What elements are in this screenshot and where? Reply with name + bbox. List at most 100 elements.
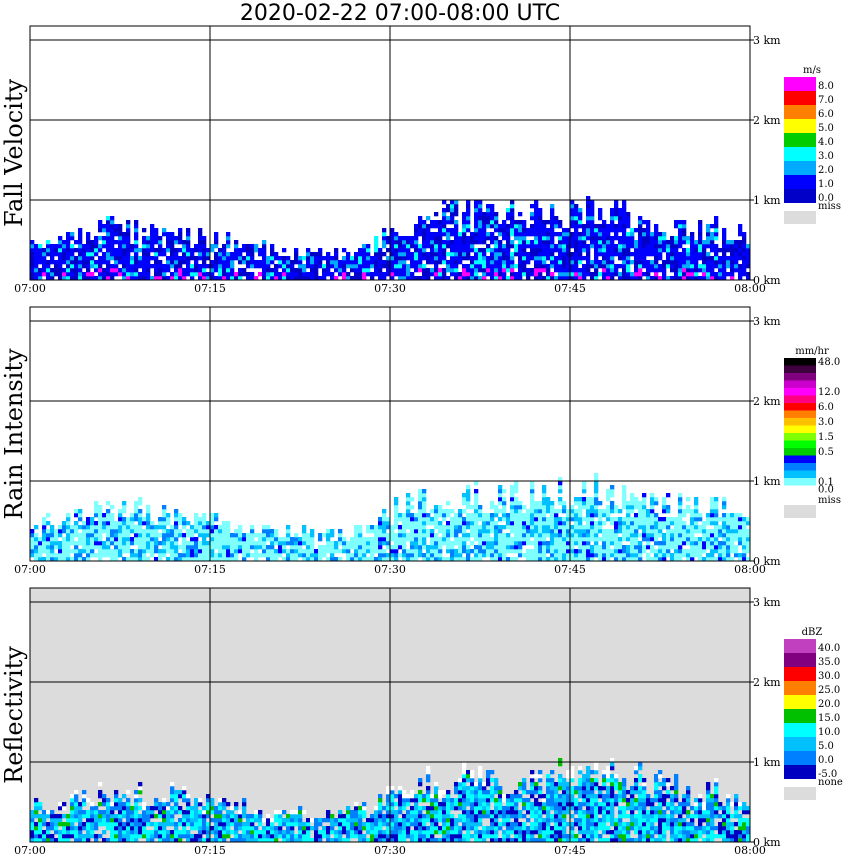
data-pixel	[726, 545, 731, 550]
data-pixel	[434, 798, 439, 803]
data-pixel	[522, 228, 527, 233]
data-pixel	[218, 557, 223, 562]
data-pixel	[282, 276, 287, 281]
data-pixel	[94, 240, 99, 245]
data-pixel	[446, 208, 451, 213]
data-pixel	[274, 256, 279, 261]
data-pixel	[578, 517, 583, 522]
data-pixel	[470, 248, 475, 253]
data-pixel	[30, 549, 35, 554]
data-pixel	[602, 513, 607, 518]
data-pixel	[570, 276, 575, 281]
data-pixel	[166, 521, 171, 526]
data-pixel	[138, 248, 143, 253]
data-pixel	[442, 806, 447, 811]
data-pixel	[634, 240, 639, 245]
data-pixel	[218, 806, 223, 811]
data-pixel	[274, 826, 279, 831]
data-pixel	[30, 834, 35, 839]
data-pixel	[526, 513, 531, 518]
data-pixel	[266, 533, 271, 538]
data-pixel	[610, 537, 615, 542]
data-pixel	[650, 248, 655, 253]
data-pixel	[206, 798, 211, 803]
data-pixel	[402, 264, 407, 269]
data-pixel	[66, 537, 71, 542]
data-pixel	[86, 252, 91, 257]
data-pixel	[190, 256, 195, 261]
data-pixel	[146, 818, 151, 823]
data-pixel	[118, 513, 123, 518]
data-pixel	[114, 802, 119, 807]
data-pixel	[742, 244, 747, 249]
data-pixel	[518, 545, 523, 550]
data-pixel	[654, 276, 659, 281]
data-pixel	[506, 276, 511, 281]
data-pixel	[150, 830, 155, 835]
data-pixel	[246, 553, 251, 558]
data-pixel	[534, 549, 539, 554]
data-pixel	[402, 830, 407, 835]
colorbar-box	[784, 358, 816, 366]
data-pixel	[194, 549, 199, 554]
data-pixel	[442, 252, 447, 257]
data-pixel	[430, 557, 435, 562]
data-pixel	[170, 782, 175, 787]
data-pixel	[182, 810, 187, 815]
data-pixel	[738, 533, 743, 538]
data-pixel	[134, 557, 139, 562]
data-pixel	[626, 545, 631, 550]
data-pixel	[730, 557, 735, 562]
data-pixel	[66, 236, 71, 241]
data-pixel	[358, 545, 363, 550]
data-pixel	[410, 810, 415, 815]
data-pixel	[410, 505, 415, 510]
data-pixel	[418, 521, 423, 526]
data-pixel	[390, 264, 395, 269]
data-pixel	[522, 533, 527, 538]
data-pixel	[710, 545, 715, 550]
data-pixel	[566, 276, 571, 281]
data-pixel	[170, 830, 175, 835]
data-pixel	[182, 826, 187, 831]
data-pixel	[174, 537, 179, 542]
data-pixel	[206, 830, 211, 835]
data-pixel	[390, 834, 395, 839]
data-pixel	[146, 264, 151, 269]
data-pixel	[226, 541, 231, 546]
data-pixel	[474, 264, 479, 269]
data-pixel	[538, 208, 543, 213]
data-pixel	[254, 830, 259, 835]
data-pixel	[674, 236, 679, 241]
data-pixel	[114, 224, 119, 229]
data-pixel	[122, 802, 127, 807]
data-pixel	[614, 509, 619, 514]
data-pixel	[174, 826, 179, 831]
data-pixel	[298, 810, 303, 815]
data-pixel	[362, 553, 367, 558]
data-pixel	[282, 541, 287, 546]
data-pixel	[650, 244, 655, 249]
data-pixel	[318, 830, 323, 835]
data-pixel	[38, 252, 43, 257]
data-pixel	[294, 268, 299, 273]
data-pixel	[134, 525, 139, 530]
data-pixel	[110, 549, 115, 554]
data-pixel	[210, 810, 215, 815]
data-pixel	[234, 818, 239, 823]
data-pixel	[486, 525, 491, 530]
data-pixel	[150, 810, 155, 815]
data-pixel	[246, 264, 251, 269]
data-pixel	[78, 806, 83, 811]
data-pixel	[714, 529, 719, 534]
data-pixel	[190, 834, 195, 839]
data-pixel	[170, 276, 175, 281]
data-pixel	[434, 806, 439, 811]
data-pixel	[714, 521, 719, 526]
data-pixel	[534, 204, 539, 209]
data-pixel	[638, 513, 643, 518]
data-pixel	[438, 276, 443, 281]
data-pixel	[110, 220, 115, 225]
data-pixel	[150, 553, 155, 558]
data-pixel	[170, 545, 175, 550]
